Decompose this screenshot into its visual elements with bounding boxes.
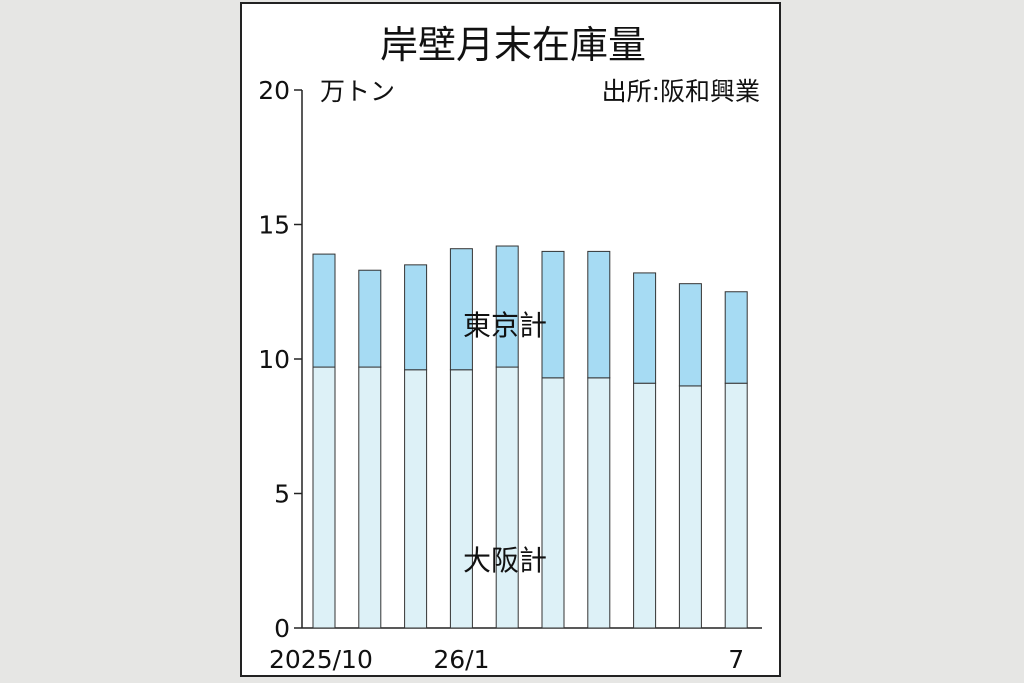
bar-osaka <box>541 377 565 629</box>
bar-osaka <box>404 369 428 629</box>
source-label: 出所:阪和興業 <box>602 77 760 106</box>
chart-title: 岸壁月末在庫量 <box>380 23 646 67</box>
bar-osaka <box>495 366 519 629</box>
bar-osaka <box>587 377 611 629</box>
y-tick-label: 10 <box>258 345 290 374</box>
bar-osaka <box>358 366 382 629</box>
bar-tokyo <box>449 248 473 371</box>
bar-tokyo <box>358 269 382 368</box>
unit-label: 万トン <box>320 77 395 106</box>
bar-tokyo <box>678 283 702 387</box>
x-tick-label: 26/1 <box>433 645 489 674</box>
y-tick-label: 15 <box>258 211 290 240</box>
bar-tokyo <box>587 250 611 379</box>
y-tick-label: 20 <box>258 76 290 105</box>
series-label-osaka: 大阪計 <box>463 544 547 577</box>
bar-osaka <box>449 369 473 629</box>
bar-tokyo <box>404 264 428 371</box>
bar-osaka <box>312 366 336 629</box>
bar-tokyo <box>495 245 519 368</box>
x-tick-label: 2025/10 <box>269 645 373 674</box>
bar-tokyo <box>541 250 565 379</box>
y-tick-label: 5 <box>274 480 290 509</box>
y-tick-label: 0 <box>274 614 290 643</box>
bar-layer <box>312 245 748 629</box>
chart-svg: 岸壁月末在庫量 万トン 出所:阪和興業 0 5 10 15 20 2025/10 26/1… <box>258 23 762 674</box>
x-tick-layer: 2025/10 26/1 7 <box>269 645 744 674</box>
bar-osaka <box>678 385 702 629</box>
chart-panel: 岸壁月末在庫量 万トン 出所:阪和興業 0 5 10 15 20 2025/10 26/1… <box>240 2 781 677</box>
bar-tokyo <box>633 272 657 384</box>
bar-tokyo <box>724 291 748 384</box>
x-tick-label: 7 <box>728 645 744 674</box>
series-label-tokyo: 東京計 <box>463 309 547 342</box>
bar-osaka <box>633 382 657 629</box>
bar-tokyo <box>312 253 336 368</box>
bar-osaka <box>724 382 748 629</box>
